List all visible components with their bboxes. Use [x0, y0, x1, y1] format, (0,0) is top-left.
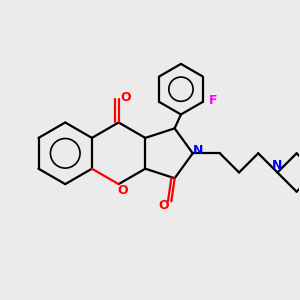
Text: N: N — [193, 143, 203, 157]
Text: O: O — [158, 199, 169, 212]
Text: N: N — [272, 159, 283, 172]
Text: O: O — [120, 91, 130, 104]
Text: O: O — [118, 184, 128, 197]
Text: F: F — [208, 94, 217, 107]
